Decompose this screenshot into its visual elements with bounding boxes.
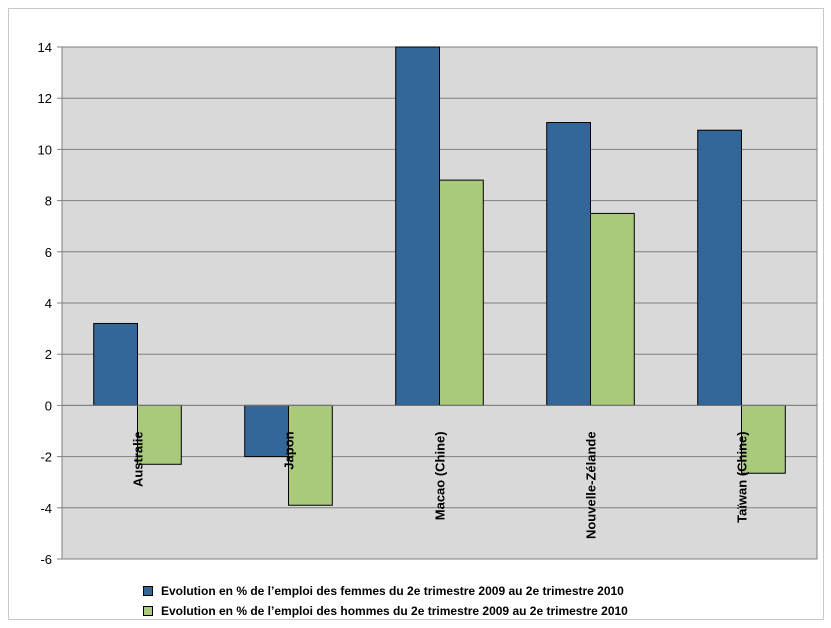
- x-category-label: Macao (Chine): [433, 431, 448, 520]
- bar-series-2: [288, 404, 333, 506]
- legend: Evolution en % de l’emploi des femmes du…: [143, 581, 628, 621]
- bar-series-1: [395, 46, 440, 406]
- y-tick-label: 4: [45, 296, 52, 311]
- bar-series-1: [697, 129, 743, 406]
- bar-chart: 14 12 10 8 6 4 2 0 -2 -4 -6 Australie Japon Macao (Ch…: [38, 40, 818, 567]
- x-category-label: Japon: [282, 431, 297, 469]
- chart-frame: 14 12 10 8 6 4 2 0 -2 -4 -6 Australie Japon Macao (Ch…: [8, 8, 824, 620]
- y-tick-label: 6: [45, 245, 52, 260]
- y-tick-label: 2: [45, 347, 52, 362]
- legend-swatch-femmes: [143, 586, 153, 596]
- y-tick-label: 8: [45, 194, 52, 209]
- x-category-label: Australie: [131, 431, 146, 487]
- legend-label-hommes: Evolution en % de l’emploi des hommes du…: [161, 604, 628, 618]
- bar-series-2: [439, 179, 484, 406]
- y-tick-label: 14: [38, 40, 52, 55]
- bar-series-1: [93, 322, 138, 406]
- legend-item-femmes: Evolution en % de l’emploi des femmes du…: [143, 581, 628, 601]
- axes: [57, 46, 817, 560]
- legend-label-femmes: Evolution en % de l’emploi des femmes du…: [161, 584, 624, 598]
- legend-item-hommes: Evolution en % de l’emploi des hommes du…: [143, 601, 628, 621]
- bars: [93, 46, 786, 506]
- x-category-label: Taïwan (Chine): [735, 431, 750, 522]
- bar-series-1: [244, 404, 290, 458]
- y-tick-label: -4: [40, 501, 52, 516]
- x-category-label: Nouvelle-Zélande: [584, 431, 599, 539]
- legend-swatch-hommes: [143, 606, 153, 616]
- y-tick-label: 12: [38, 91, 52, 106]
- axis-labels: 14 12 10 8 6 4 2 0 -2 -4 -6 Australie Japon Macao (Ch…: [38, 40, 750, 567]
- y-tick-label: -6: [40, 552, 52, 567]
- y-tick-label: 10: [38, 142, 52, 157]
- bar-series-1: [546, 122, 592, 406]
- y-tick-label: -2: [40, 450, 52, 465]
- bar-series-2: [590, 212, 635, 406]
- y-tick-label: 0: [45, 398, 52, 413]
